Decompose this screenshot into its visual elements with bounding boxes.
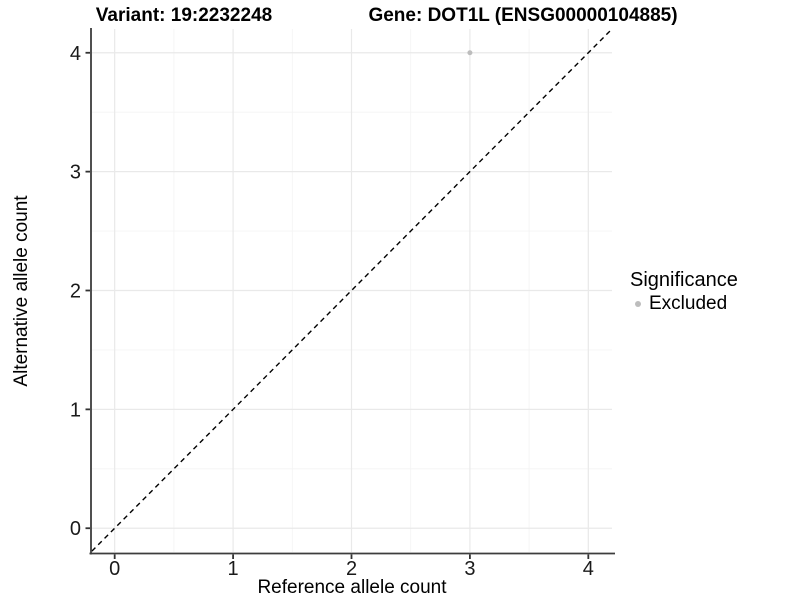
- x-tick-label: 2: [346, 558, 357, 580]
- legend-key: [630, 296, 646, 312]
- y-tick-label: 0: [70, 518, 81, 540]
- legend-entry-excluded: Excluded: [630, 293, 738, 314]
- x-axis-title: Reference allele count: [257, 577, 447, 598]
- y-tick-label: 4: [70, 43, 81, 65]
- legend-title: Significance: [630, 269, 738, 291]
- y-tick-label: 3: [70, 162, 81, 184]
- x-tick-label: 0: [109, 558, 120, 580]
- x-tick-label: 3: [464, 558, 475, 580]
- legend: Significance Excluded: [630, 269, 738, 314]
- y-axis-title: Alternative allele count: [11, 195, 32, 387]
- identity-dashed-line: [91, 29, 612, 552]
- gene-title: Gene: DOT1L (ENSG00000104885): [368, 5, 678, 26]
- x-tick-label: 4: [583, 558, 594, 580]
- y-tick-label: 1: [70, 399, 81, 421]
- x-tick-label: 1: [228, 558, 239, 580]
- y-tick-label: 2: [70, 281, 81, 303]
- legend-entry-label: Excluded: [649, 292, 728, 314]
- data-point: [467, 50, 473, 56]
- excluded-point-icon: [635, 300, 641, 307]
- variant-title: Variant: 19:2232248: [95, 5, 273, 26]
